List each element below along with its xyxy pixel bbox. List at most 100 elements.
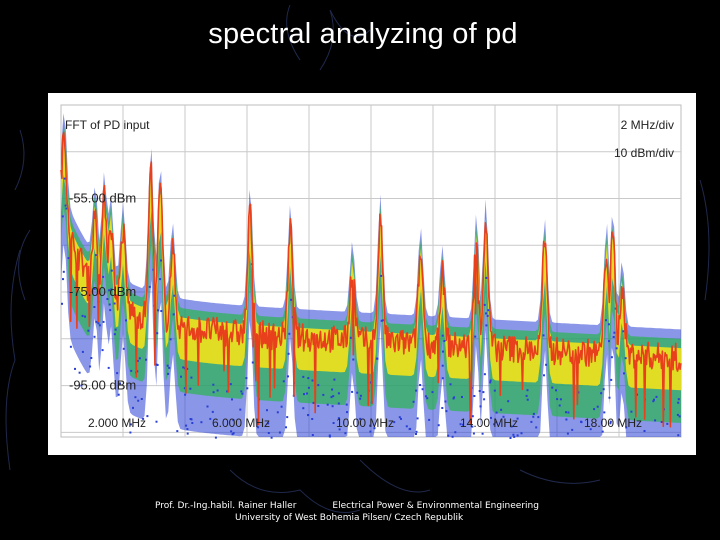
density-dot [485, 324, 488, 327]
density-dot [190, 376, 193, 379]
density-dot [473, 395, 476, 397]
density-dot [485, 312, 487, 315]
density-dot [428, 418, 431, 421]
density-dot [352, 358, 355, 361]
density-dot [607, 323, 610, 326]
density-dot [136, 359, 139, 362]
density-dot [214, 436, 217, 439]
density-dot [102, 275, 105, 278]
density-dot [349, 336, 352, 339]
density-dot [338, 428, 341, 431]
density-dot [87, 329, 90, 332]
density-dot [596, 405, 599, 408]
density-dot [489, 381, 492, 384]
density-dot [655, 395, 658, 398]
density-dot [189, 418, 192, 420]
density-dot [613, 331, 616, 334]
density-dot [114, 328, 117, 331]
x-tick-label: 18.00 MHz [584, 416, 642, 430]
density-dot [609, 422, 612, 425]
density-dot [375, 357, 378, 360]
density-dot [442, 350, 444, 353]
density-dot [102, 320, 105, 323]
density-dot [630, 410, 633, 413]
density-dot [286, 416, 289, 419]
density-dot [510, 425, 513, 428]
density-dot [303, 393, 305, 396]
density-dot [589, 428, 592, 431]
density-dot [119, 382, 121, 385]
density-dot [185, 424, 188, 427]
density-dot [216, 389, 219, 392]
density-dot [211, 410, 214, 413]
density-dot [526, 398, 529, 401]
density-dot [93, 287, 96, 290]
density-dot [445, 410, 448, 413]
density-dot [380, 274, 383, 277]
density-dot [481, 432, 484, 435]
density-dot [302, 375, 305, 378]
density-dot [200, 421, 203, 424]
density-dot [107, 366, 110, 369]
density-dot [132, 406, 134, 409]
density-dot [441, 364, 444, 367]
density-dot [443, 340, 446, 342]
density-dot [486, 314, 489, 317]
density-dot [288, 332, 291, 335]
density-dot [415, 430, 418, 433]
density-dot [441, 334, 444, 337]
density-dot [643, 430, 646, 432]
density-dot [287, 352, 290, 355]
density-dot [483, 398, 486, 401]
density-dot [600, 392, 603, 395]
density-dot [537, 416, 540, 419]
density-dot [287, 375, 289, 378]
density-dot [471, 415, 474, 418]
density-dot [157, 309, 159, 312]
density-dot [136, 370, 139, 373]
density-dot [167, 372, 170, 375]
density-dot [148, 285, 151, 288]
density-dot [556, 398, 559, 401]
density-dot [189, 387, 192, 390]
density-dot [666, 422, 669, 425]
density-dot [535, 426, 538, 429]
density-dot [424, 395, 427, 398]
density-dot [333, 378, 336, 381]
density-dot [285, 426, 287, 429]
density-dot [156, 332, 159, 335]
density-dot [81, 350, 84, 353]
y-tick-label: -55.00 dBm [69, 191, 136, 206]
x-tick-label: 14.00 MHz [460, 416, 518, 430]
density-dot [168, 366, 171, 369]
density-dot [421, 388, 424, 391]
x-tick-label: 6.000 MHz [212, 416, 270, 430]
density-dot [230, 430, 233, 433]
density-dot [125, 319, 127, 322]
density-dot [593, 408, 596, 411]
density-dot [565, 411, 567, 414]
density-dot [447, 434, 450, 437]
density-dot [398, 416, 401, 419]
density-dot [130, 369, 133, 372]
density-dot [290, 298, 293, 301]
density-dot [332, 422, 335, 424]
density-dot [232, 432, 235, 435]
density-dot [93, 306, 96, 308]
density-dot [451, 435, 454, 438]
density-dot [270, 436, 273, 439]
density-dot [678, 415, 681, 418]
density-dot [351, 390, 354, 393]
density-dot [108, 303, 111, 306]
density-dot [278, 431, 281, 434]
density-dot [359, 397, 362, 400]
density-dot [471, 425, 474, 428]
density-dot [346, 411, 348, 414]
density-dot [652, 400, 655, 403]
density-dot [601, 430, 604, 433]
density-dot [459, 423, 462, 426]
density-dot [513, 435, 516, 438]
density-dot [677, 398, 680, 401]
density-dot [142, 417, 145, 420]
density-dot [525, 394, 528, 397]
